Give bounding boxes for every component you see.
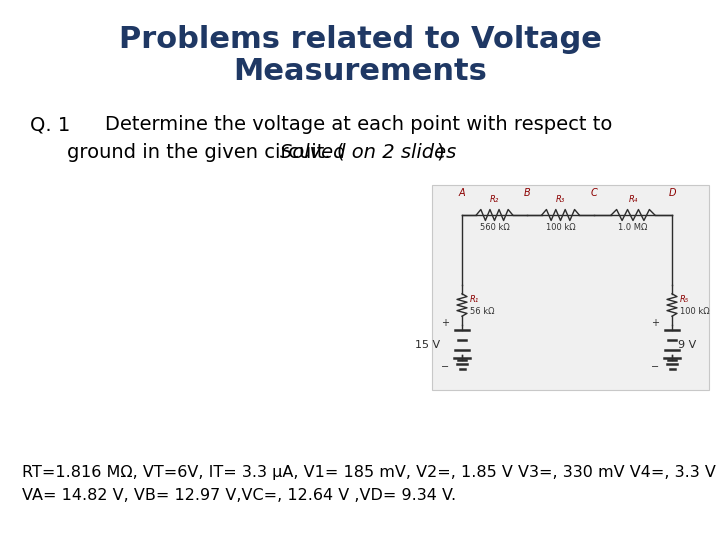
Text: Measurements: Measurements [233,57,487,86]
Text: −: − [651,362,659,372]
Text: 560 kΩ: 560 kΩ [480,223,509,232]
Text: Q. 1: Q. 1 [30,116,71,134]
Text: R₅: R₅ [680,294,689,303]
Text: −: − [441,362,449,372]
Text: +: + [651,318,659,328]
Text: C: C [590,188,598,198]
Text: Problems related to Voltage: Problems related to Voltage [119,25,601,55]
Text: R₃: R₃ [556,195,565,204]
Text: A: A [459,188,465,198]
Text: VA= 14.82 V, VB= 12.97 V,VC=, 12.64 V ,VD= 9.34 V.: VA= 14.82 V, VB= 12.97 V,VC=, 12.64 V ,V… [22,488,456,503]
Text: +: + [441,318,449,328]
Text: 9 V: 9 V [678,340,696,350]
Text: Solved on 2 slides: Solved on 2 slides [280,143,456,161]
Text: 15 V: 15 V [415,340,440,350]
Text: ): ) [436,143,444,161]
Text: R₂: R₂ [490,195,499,204]
Text: R₄: R₄ [629,195,638,204]
FancyBboxPatch shape [432,185,709,390]
Text: ground in the given circuit. (: ground in the given circuit. ( [67,143,344,161]
Text: D: D [668,188,676,198]
Text: RT=1.816 MΩ, VT=6V, IT= 3.3 μA, V1= 185 mV, V2=, 1.85 V V3=, 330 mV V4=, 3.3 V: RT=1.816 MΩ, VT=6V, IT= 3.3 μA, V1= 185 … [22,464,716,480]
Text: B: B [523,188,531,198]
Text: 100 kΩ: 100 kΩ [546,223,575,232]
Text: 100 kΩ: 100 kΩ [680,307,710,315]
Text: 1.0 MΩ: 1.0 MΩ [618,223,648,232]
Text: Determine the voltage at each point with respect to: Determine the voltage at each point with… [105,116,613,134]
Text: 56 kΩ: 56 kΩ [470,307,495,315]
Text: R₁: R₁ [470,294,480,303]
